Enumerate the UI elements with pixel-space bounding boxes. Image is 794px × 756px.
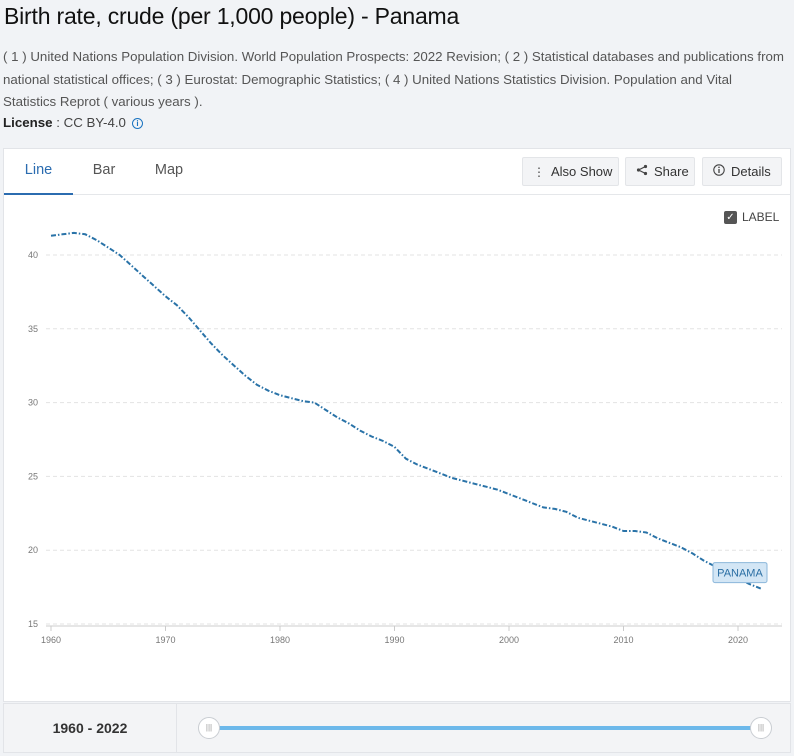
series-label-box: PANAMA bbox=[712, 562, 768, 584]
range-end: 2022 bbox=[96, 720, 128, 736]
share-label: Share bbox=[654, 164, 689, 179]
series-line-panama[interactable] bbox=[50, 231, 762, 590]
more-vertical-icon: ⋮ bbox=[533, 165, 545, 179]
license-line: License : CC BY-4.0 i bbox=[3, 115, 143, 130]
x-tick-label: 1980 bbox=[270, 635, 290, 645]
details-button[interactable]: Details bbox=[702, 157, 782, 186]
x-tick-label: 1990 bbox=[384, 635, 404, 645]
tab-map[interactable]: Map bbox=[154, 162, 184, 178]
checkbox-checked-icon[interactable]: ✓ bbox=[724, 210, 737, 224]
source-notes: ( 1 ) United Nations Population Division… bbox=[3, 49, 784, 109]
x-tick-label: 1970 bbox=[155, 635, 175, 645]
chart-tabs: Line Bar Map ⋮ Also Show Share Details bbox=[4, 149, 790, 195]
x-tick-label: 1960 bbox=[41, 635, 61, 645]
range-separator: - bbox=[83, 720, 97, 736]
x-tick-label: 2020 bbox=[728, 635, 748, 645]
range-slider-track[interactable] bbox=[209, 726, 762, 730]
range-slider-start-handle[interactable]: ||| bbox=[198, 717, 220, 739]
x-tick-label: 2000 bbox=[499, 635, 519, 645]
info-icon[interactable]: i bbox=[131, 118, 143, 129]
also-show-button[interactable]: ⋮ Also Show bbox=[522, 157, 619, 186]
info-circle-icon bbox=[713, 159, 725, 186]
y-tick-label: 30 bbox=[28, 398, 38, 408]
label-toggle[interactable]: ✓ LABEL bbox=[724, 210, 779, 224]
also-show-label: Also Show bbox=[551, 164, 613, 179]
y-tick-label: 40 bbox=[28, 250, 38, 260]
range-label: 1960 - 2022 bbox=[4, 704, 177, 752]
chart-panel: Line Bar Map ⋮ Also Show Share Details ✓ … bbox=[3, 148, 791, 702]
share-icon bbox=[636, 159, 648, 186]
line-chart: 15 20 25 30 35 40 1960 1970 1980 1990 2000 2010 2020… bbox=[28, 231, 782, 645]
tab-line[interactable]: Line bbox=[4, 149, 73, 195]
license-label: License bbox=[3, 115, 53, 130]
y-tick-label: 25 bbox=[28, 471, 38, 481]
license-value: : CC BY-4.0 bbox=[52, 115, 126, 130]
details-label: Details bbox=[731, 164, 771, 179]
y-tick-label: 15 bbox=[28, 619, 38, 629]
range-start: 1960 bbox=[52, 720, 84, 736]
series-label: PANAMA bbox=[717, 568, 763, 580]
label-toggle-text: LABEL bbox=[742, 210, 780, 224]
y-tick-label: 20 bbox=[28, 545, 38, 555]
share-button[interactable]: Share bbox=[625, 157, 695, 186]
page-title: Birth rate, crude (per 1,000 people) - P… bbox=[4, 3, 460, 29]
tab-bar[interactable]: Bar bbox=[92, 162, 116, 178]
y-tick-label: 35 bbox=[28, 324, 38, 334]
time-range-footer: 1960 - 2022 ||| ||| bbox=[3, 703, 791, 753]
x-tick-label: 2010 bbox=[613, 635, 633, 645]
range-slider-end-handle[interactable]: ||| bbox=[750, 717, 772, 739]
